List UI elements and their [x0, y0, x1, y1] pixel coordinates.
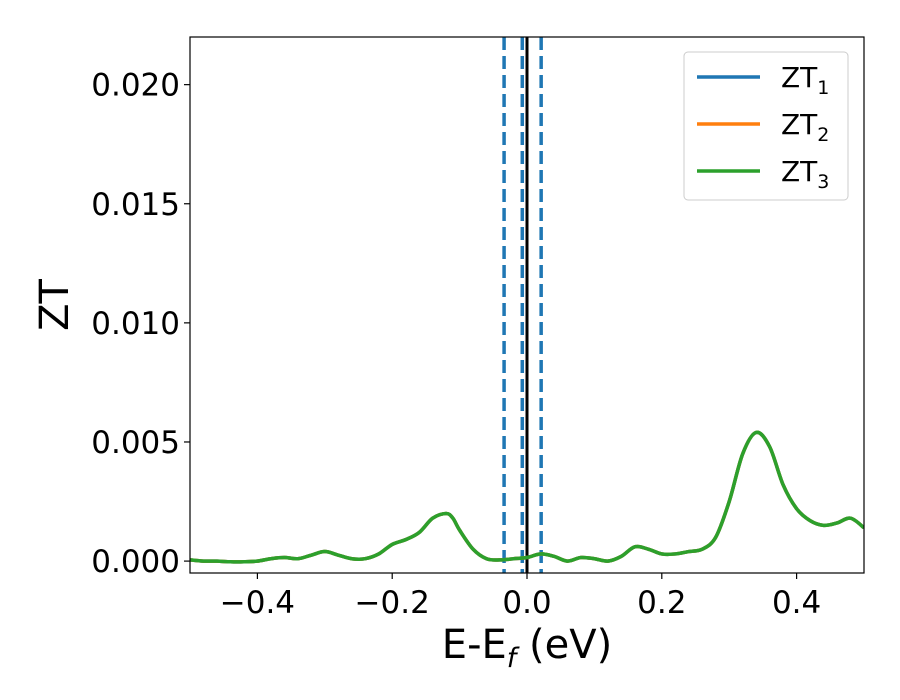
vertical-lines-group: [502, 37, 543, 573]
x-tick-label: 0.2: [637, 585, 686, 621]
y-axis-label: ZT: [32, 279, 78, 331]
series-line-3: [190, 430, 864, 564]
y-axis-ticks: 0.000 0.005 0.010 0.015 0.020: [91, 68, 190, 580]
legend-label-1: ZT1: [781, 61, 829, 99]
legend: ZT1 ZT2 ZT3: [683, 51, 849, 201]
x-axis-label: E-Ef (eV): [442, 622, 612, 674]
y-tick-label: 0.005: [91, 425, 180, 461]
y-tick-label: 0.015: [91, 187, 180, 223]
y-tick-label: 0.010: [91, 306, 180, 342]
x-axis-label-main: E-E: [442, 622, 507, 668]
legend-label-2: ZT2: [781, 108, 829, 146]
legend-label-3: ZT3: [781, 155, 829, 193]
x-tick-label: −0.4: [220, 585, 295, 621]
y-tick-label: 0.000: [91, 544, 180, 580]
y-tick-label: 0.020: [91, 68, 180, 104]
x-tick-label: 0.4: [772, 585, 821, 621]
x-axis-ticks: −0.4 −0.2 0.0 0.2 0.4: [220, 573, 821, 621]
x-tick-label: −0.2: [355, 585, 430, 621]
x-axis-label-unit: (eV): [516, 622, 612, 668]
series-group: [190, 430, 864, 564]
legend-box: [683, 51, 849, 201]
x-tick-label: 0.0: [502, 585, 551, 621]
